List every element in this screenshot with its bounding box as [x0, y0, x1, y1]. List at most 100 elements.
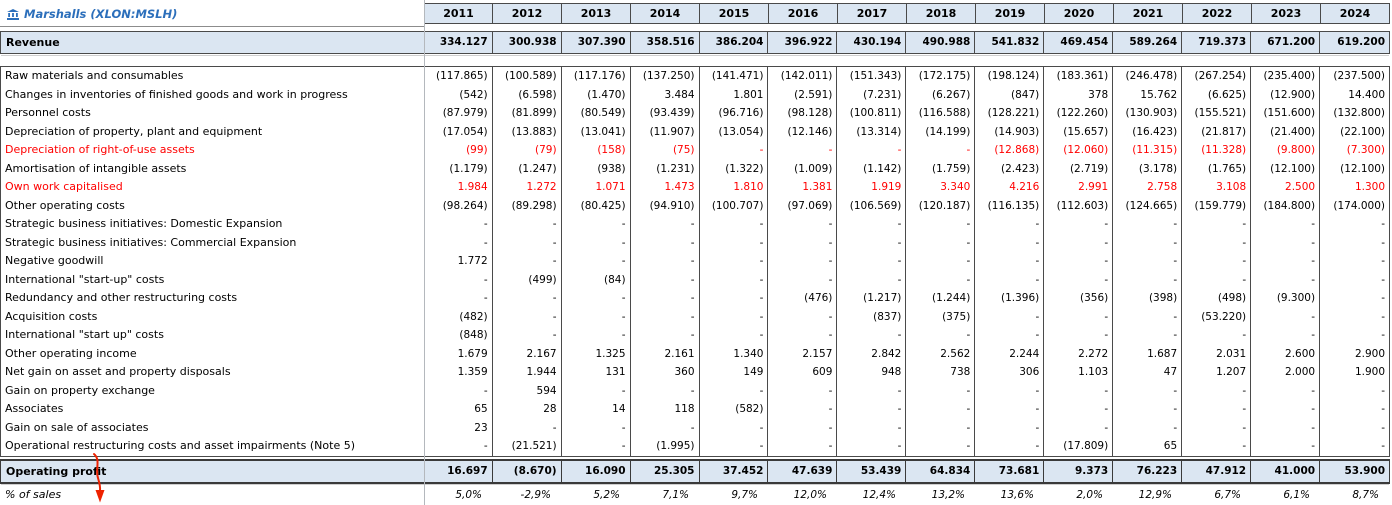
value-cell[interactable]: 1.772: [424, 252, 493, 271]
value-cell[interactable]: -: [1381, 421, 1386, 434]
year-header-cell[interactable]: 2013: [562, 3, 631, 24]
value-cell[interactable]: (96.716): [700, 104, 769, 123]
value-cell[interactable]: -: [700, 141, 769, 160]
value-cell[interactable]: -: [562, 326, 631, 345]
value-cell[interactable]: (128.221): [975, 104, 1045, 123]
value-cell[interactable]: 2.000: [1251, 363, 1321, 382]
value-cell[interactable]: (81.899): [493, 104, 562, 123]
value-cell[interactable]: -: [493, 289, 562, 308]
value-cell[interactable]: (398): [1113, 289, 1183, 308]
percent-of-sales-cell[interactable]: 5,0%: [455, 489, 482, 501]
value-cell[interactable]: 948: [837, 363, 907, 382]
value-cell[interactable]: -: [975, 270, 1045, 289]
value-cell[interactable]: (12.060): [1044, 141, 1114, 160]
value-cell[interactable]: 3.484: [631, 85, 700, 104]
value-cell[interactable]: -: [1113, 326, 1183, 345]
value-cell[interactable]: (1.765): [1182, 159, 1252, 178]
percent-of-sales-cell[interactable]: 6,7%: [1214, 489, 1241, 501]
value-cell[interactable]: (89.298): [493, 196, 562, 215]
value-cell[interactable]: -: [1113, 252, 1183, 271]
value-cell[interactable]: (1.231): [631, 159, 700, 178]
percent-of-sales-cell[interactable]: 12,0%: [793, 489, 827, 501]
value-cell[interactable]: -: [1044, 233, 1114, 252]
value-cell[interactable]: -: [975, 381, 1045, 400]
value-cell[interactable]: -: [562, 289, 631, 308]
value-cell[interactable]: 306: [975, 363, 1045, 382]
row-label[interactable]: Changes in inventories of finished goods…: [5, 87, 348, 101]
value-cell[interactable]: -: [493, 418, 562, 437]
year-header-cell[interactable]: 2014: [631, 3, 700, 24]
value-cell[interactable]: (1.244): [906, 289, 976, 308]
percent-of-sales-cell[interactable]: 7,1%: [662, 489, 689, 501]
value-cell[interactable]: -: [1381, 273, 1386, 286]
row-label[interactable]: Own work capitalised: [5, 180, 123, 193]
value-cell[interactable]: (6.625): [1182, 85, 1252, 104]
value-cell[interactable]: -: [424, 270, 493, 289]
value-cell[interactable]: -: [562, 418, 631, 437]
value-cell[interactable]: -: [906, 326, 976, 345]
value-cell[interactable]: -: [1113, 270, 1183, 289]
value-cell[interactable]: 131: [562, 363, 631, 382]
value-cell[interactable]: -: [631, 418, 700, 437]
row-label[interactable]: Amortisation of intangible assets: [5, 161, 187, 175]
value-cell[interactable]: 1.325: [562, 344, 631, 363]
value-cell[interactable]: 2.500: [1251, 178, 1321, 197]
value-cell[interactable]: (151.600): [1251, 104, 1321, 123]
value-cell[interactable]: 2.157: [768, 344, 838, 363]
value-cell[interactable]: (7.231): [837, 85, 907, 104]
value-cell[interactable]: -: [1251, 326, 1321, 345]
value-cell[interactable]: 1.300: [1354, 181, 1386, 193]
value-cell[interactable]: -: [631, 307, 700, 326]
value-cell[interactable]: (116.135): [975, 196, 1045, 215]
percent-of-sales-label[interactable]: % of sales: [5, 488, 62, 501]
revenue-value-cell[interactable]: 541.832: [975, 32, 1045, 53]
value-cell[interactable]: -: [1381, 236, 1386, 249]
value-cell[interactable]: -: [700, 326, 769, 345]
row-label[interactable]: Other operating costs: [5, 198, 125, 212]
operating-profit-value-cell[interactable]: 53.900: [1344, 465, 1386, 477]
value-cell[interactable]: (235.400): [1251, 67, 1321, 86]
value-cell[interactable]: -: [837, 252, 907, 271]
percent-of-sales-cell[interactable]: 8,7%: [1352, 489, 1379, 501]
value-cell[interactable]: -: [906, 141, 976, 160]
operating-profit-value-cell[interactable]: 16.090: [562, 461, 631, 482]
value-cell[interactable]: 149: [700, 363, 769, 382]
value-cell[interactable]: (21.521): [493, 437, 562, 456]
value-cell[interactable]: -: [1251, 418, 1321, 437]
operating-profit-label[interactable]: Operating profit: [6, 465, 107, 478]
value-cell[interactable]: 14.400: [1348, 88, 1386, 101]
value-cell[interactable]: -: [1113, 400, 1183, 419]
value-cell[interactable]: -: [1251, 400, 1321, 419]
value-cell[interactable]: -: [1251, 381, 1321, 400]
row-label[interactable]: International "start up" costs: [5, 328, 164, 341]
value-cell[interactable]: (98.264): [424, 196, 493, 215]
value-cell[interactable]: (9.800): [1251, 141, 1321, 160]
value-cell[interactable]: -: [906, 381, 976, 400]
value-cell[interactable]: (498): [1182, 289, 1252, 308]
value-cell[interactable]: -: [1113, 307, 1183, 326]
value-cell[interactable]: 738: [906, 363, 976, 382]
value-cell[interactable]: -: [1182, 252, 1252, 271]
value-cell[interactable]: -: [768, 437, 838, 456]
value-cell[interactable]: (837): [837, 307, 907, 326]
value-cell[interactable]: (11.907): [631, 122, 700, 141]
value-cell[interactable]: 1.944: [493, 363, 562, 382]
value-cell[interactable]: (1.470): [562, 85, 631, 104]
operating-profit-value-cell[interactable]: 53.439: [837, 461, 907, 482]
percent-of-sales-cell[interactable]: 6,1%: [1283, 489, 1310, 501]
value-cell[interactable]: -: [1113, 381, 1183, 400]
value-cell[interactable]: 1.207: [1182, 363, 1252, 382]
value-cell[interactable]: (142.011): [768, 67, 838, 86]
value-cell[interactable]: 2.842: [837, 344, 907, 363]
year-header-cell[interactable]: 2012: [493, 3, 562, 24]
value-cell[interactable]: -: [837, 215, 907, 234]
operating-profit-value-cell[interactable]: 64.834: [906, 461, 976, 482]
value-cell[interactable]: (542): [424, 85, 493, 104]
value-cell[interactable]: (3.178): [1113, 159, 1183, 178]
value-cell[interactable]: -: [424, 381, 493, 400]
value-cell[interactable]: (117.865): [424, 67, 493, 86]
value-cell[interactable]: (158): [562, 141, 631, 160]
value-cell[interactable]: (6.267): [906, 85, 976, 104]
row-label[interactable]: Acquisition costs: [5, 309, 98, 323]
percent-of-sales-cell[interactable]: -2,9%: [520, 489, 551, 501]
